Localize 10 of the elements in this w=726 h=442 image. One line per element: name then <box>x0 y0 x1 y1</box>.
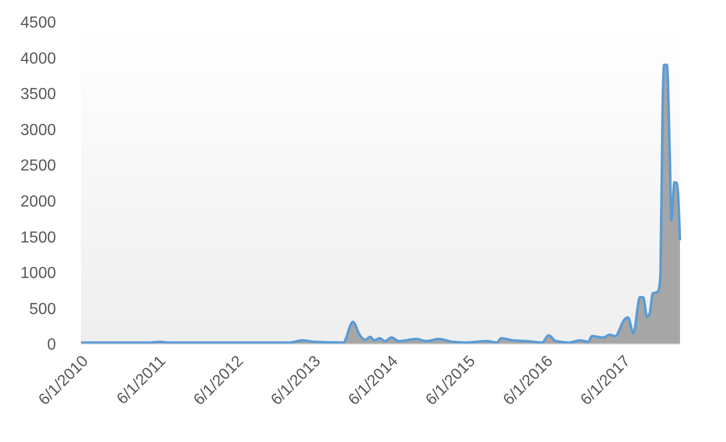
y-tick-label: 4500 <box>20 14 56 32</box>
y-tick-label: 3000 <box>20 122 56 139</box>
y-tick-label: 500 <box>29 300 56 318</box>
y-tick-label: 4000 <box>20 50 56 68</box>
y-tick-label: 0 <box>47 336 56 354</box>
y-tick-label: 1000 <box>20 265 56 282</box>
y-tick-label: 2500 <box>20 158 56 175</box>
y-tick-label: 2000 <box>20 193 56 210</box>
y-tick-label: 1500 <box>20 229 56 246</box>
y-tick-label: 3500 <box>20 86 56 104</box>
